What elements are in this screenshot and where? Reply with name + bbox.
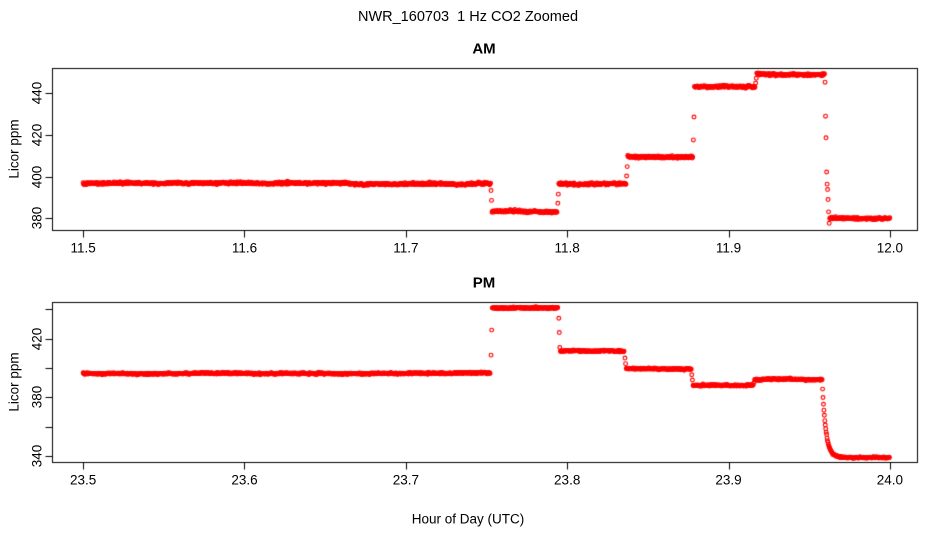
am-y-tick-label: 420 [29, 123, 45, 147]
pm-x-tick-label: 23.9 [715, 472, 742, 488]
am-y-tick-label: 400 [29, 165, 45, 188]
am-x-tick-label: 11.9 [715, 240, 742, 256]
pm-y-tick-label: 380 [29, 386, 45, 409]
pm-y-tick-label: 340 [29, 444, 45, 468]
pm-x-tick-label: 23.7 [392, 472, 419, 488]
am-x-tick-label: 11.6 [231, 240, 258, 256]
am-x-tick-label: 12.0 [876, 240, 904, 256]
am-x-tick-label: 11.8 [554, 240, 580, 256]
pm-panel-title: PM [472, 274, 496, 292]
pm-y-tick-label: 420 [29, 327, 45, 350]
pm-x-tick-label: 24.0 [876, 472, 904, 488]
pm-x-tick-label: 23.8 [554, 472, 581, 488]
pm-x-tick-label: 23.6 [231, 472, 258, 488]
pm-y-axis-label: Licor ppm [6, 352, 22, 412]
figure-title: NWR_160703 1 Hz CO2 Zoomed [357, 9, 579, 25]
am-panel-title: AM [472, 40, 496, 58]
am-y-axis-label: Licor ppm [6, 119, 22, 179]
pm-x-tick-label: 23.5 [70, 472, 97, 488]
am-x-tick-label: 11.7 [393, 240, 419, 256]
am-x-tick-label: 11.5 [70, 240, 96, 256]
x-axis-label: Hour of Day (UTC) [411, 511, 525, 527]
am-y-tick-label: 380 [29, 207, 45, 230]
am-y-tick-label: 440 [29, 81, 45, 105]
